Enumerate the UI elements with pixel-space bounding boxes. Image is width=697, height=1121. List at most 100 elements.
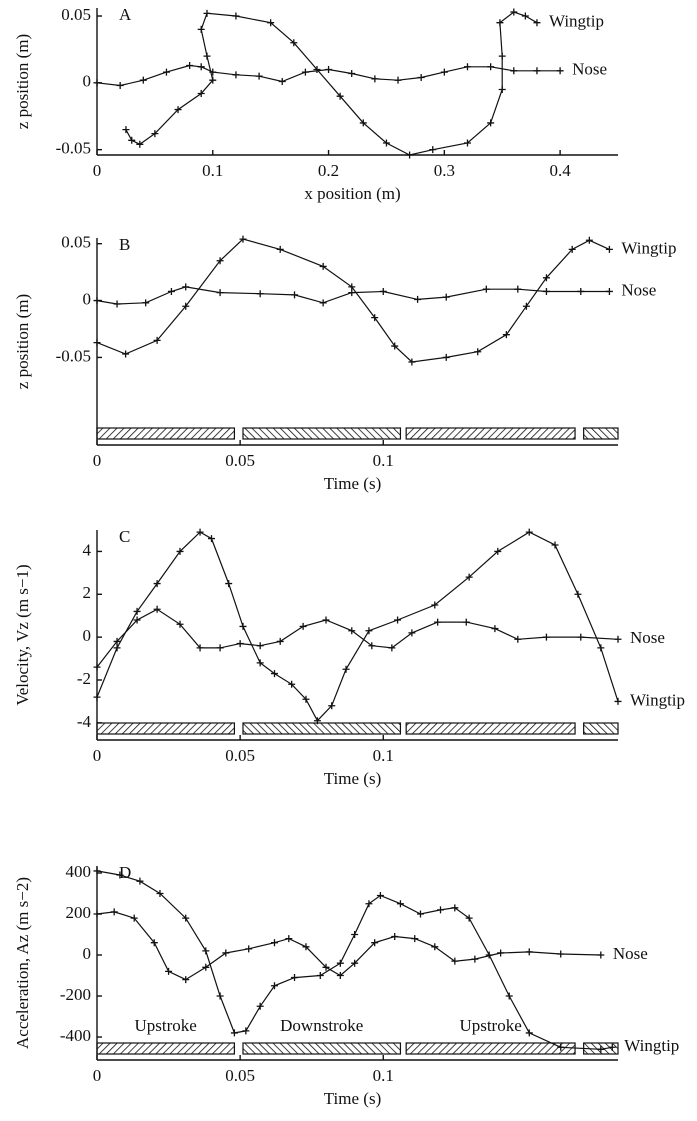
data-point	[182, 976, 190, 984]
data-point	[406, 151, 414, 159]
data-point	[485, 951, 493, 959]
data-point	[216, 257, 224, 265]
y-tick-label: -400	[60, 1026, 91, 1045]
series-label: Wingtip	[549, 12, 604, 31]
data-point	[465, 573, 473, 581]
data-point	[498, 52, 506, 60]
x-axis-label: Time (s)	[324, 1089, 381, 1108]
data-point	[239, 235, 247, 243]
data-point	[197, 90, 205, 98]
data-point	[93, 339, 101, 347]
series-line	[125, 11, 538, 156]
data-point	[209, 76, 217, 84]
y-tick-label: 0	[83, 944, 92, 963]
data-point	[202, 947, 210, 955]
data-point	[116, 871, 124, 879]
data-point	[525, 948, 533, 956]
data-point	[605, 245, 613, 253]
x-axis-label: Time (s)	[324, 769, 381, 788]
data-point	[245, 945, 253, 953]
data-point	[113, 644, 121, 652]
data-point	[391, 342, 399, 350]
data-point	[197, 25, 205, 33]
data-point	[434, 618, 442, 626]
series-label: Nose	[630, 628, 665, 647]
data-point	[225, 580, 233, 588]
y-tick-label: 0.05	[61, 233, 91, 252]
y-tick-label: -200	[60, 985, 91, 1004]
data-point	[255, 72, 263, 80]
stroke-phase-bar	[96, 1042, 236, 1055]
data-point	[122, 126, 130, 134]
data-point	[491, 625, 499, 633]
data-point	[322, 963, 330, 971]
data-point	[614, 697, 622, 705]
data-point	[239, 622, 247, 630]
data-point	[232, 71, 240, 79]
data-point	[371, 75, 379, 83]
phase-label: Downstroke	[280, 1016, 363, 1035]
data-point	[136, 140, 144, 148]
y-tick-label: 400	[66, 862, 92, 881]
data-point	[285, 935, 293, 943]
x-tick-label: 0	[93, 161, 102, 180]
data-point	[577, 287, 585, 295]
data-point	[93, 867, 101, 875]
x-tick-label: 0.3	[434, 161, 455, 180]
x-axis-label: Time (s)	[324, 474, 381, 493]
data-point	[110, 908, 118, 916]
data-point	[256, 659, 264, 667]
data-point	[371, 939, 379, 947]
y-tick-label: 200	[66, 903, 92, 922]
data-point	[156, 889, 164, 897]
data-point	[288, 680, 296, 688]
data-point	[222, 949, 230, 957]
y-tick-label: -2	[77, 669, 91, 688]
data-point	[359, 119, 367, 127]
data-point	[136, 877, 144, 885]
data-point	[557, 1043, 565, 1051]
data-point	[165, 967, 173, 975]
data-point	[542, 633, 550, 641]
series-label: Wingtip	[630, 690, 685, 709]
data-point	[525, 528, 533, 536]
data-point	[290, 39, 298, 47]
data-point	[242, 1027, 250, 1035]
data-point	[376, 892, 384, 900]
data-point	[130, 914, 138, 922]
series-label: Nose	[621, 280, 656, 299]
data-point	[153, 605, 161, 613]
data-point	[176, 620, 184, 628]
series-line	[96, 870, 613, 1050]
panel-label: D	[119, 863, 131, 882]
panel-label: C	[119, 527, 130, 546]
phase-label: Upstroke	[135, 1016, 197, 1035]
data-point	[316, 972, 324, 980]
data-point	[122, 350, 130, 358]
data-point	[139, 76, 147, 84]
data-point	[348, 289, 356, 297]
data-point	[542, 274, 550, 282]
series-line	[96, 531, 619, 722]
data-point	[463, 63, 471, 71]
data-point	[113, 300, 121, 308]
y-tick-label: -0.05	[56, 346, 91, 365]
data-point	[182, 302, 190, 310]
x-tick-label: 0	[93, 1066, 102, 1085]
data-point	[182, 914, 190, 922]
data-point	[474, 348, 482, 356]
data-point	[411, 935, 419, 943]
data-point	[394, 616, 402, 624]
data-point	[133, 616, 141, 624]
data-point	[497, 949, 505, 957]
data-point	[574, 590, 582, 598]
y-axis-label: z position (m)	[13, 294, 32, 389]
data-point	[442, 353, 450, 361]
data-point	[203, 9, 211, 17]
data-point	[514, 635, 522, 643]
data-point	[525, 1029, 533, 1037]
data-point	[299, 622, 307, 630]
data-point	[533, 19, 541, 27]
x-tick-label: 0.05	[225, 1066, 255, 1085]
